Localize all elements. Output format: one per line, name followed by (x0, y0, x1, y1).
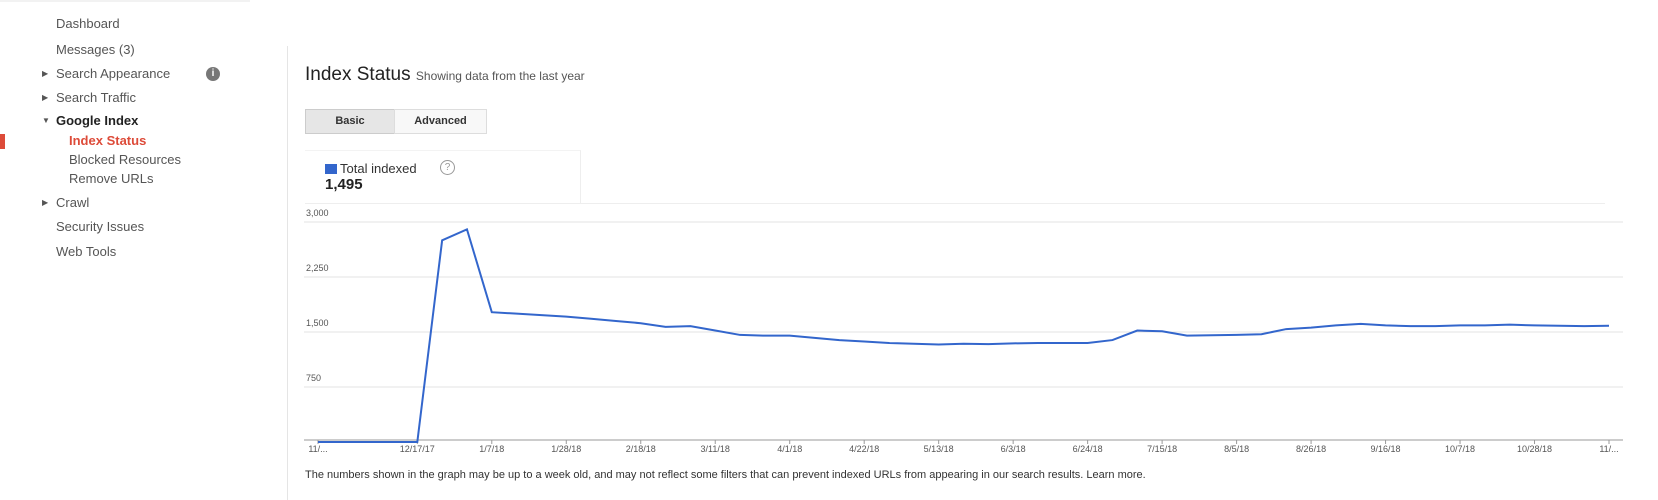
y-tick-label: 2,250 (306, 263, 329, 273)
x-tick-label: 1/28/18 (551, 444, 581, 454)
total-value: 1,495 (325, 176, 363, 193)
y-tick-label: 1,500 (306, 318, 329, 328)
x-tick-label: 10/28/18 (1517, 444, 1552, 454)
expand-arrow[interactable]: ▶ (42, 198, 49, 207)
legend-swatch (325, 164, 337, 174)
nav-item[interactable]: Google Index (56, 113, 139, 128)
data-line (318, 227, 1610, 443)
x-tick-label: 1/7/18 (479, 444, 504, 454)
legend-box (305, 150, 581, 203)
x-tick-label: 2/18/18 (626, 444, 656, 454)
title: Index Status (305, 64, 411, 85)
nav-item[interactable]: Messages (3) (56, 42, 135, 57)
tab-basic[interactable]: Basic (305, 109, 395, 134)
active-marker (0, 134, 5, 149)
nav-item[interactable]: Web Tools (56, 244, 117, 259)
x-tick-label: 6/3/18 (1001, 444, 1026, 454)
nav-item[interactable]: Crawl (56, 195, 90, 210)
nav-item[interactable]: Search Traffic (56, 90, 136, 105)
x-tick-label: 8/26/18 (1296, 444, 1326, 454)
x-tick-label: 3/11/18 (701, 444, 730, 454)
x-tick-label: 7/15/18 (1147, 444, 1177, 454)
expand-arrow[interactable]: ▼ (42, 116, 50, 125)
nav-item[interactable]: Security Issues (56, 219, 145, 234)
x-tick-label: 8/5/18 (1224, 444, 1249, 454)
x-tick-label: 6/24/18 (1073, 444, 1103, 454)
x-tick-label: 11/... (308, 444, 327, 454)
nav-item[interactable]: Index Status (69, 133, 147, 148)
legend-rule (305, 203, 1605, 204)
x-tick-label: 5/13/18 (924, 444, 954, 454)
info-icon[interactable]: i (206, 67, 220, 81)
top-rule (0, 0, 250, 2)
x-tick-label: 10/7/18 (1445, 444, 1475, 454)
x-tick-label: 4/1/18 (777, 444, 802, 454)
page-title: Index Status Showing data from the last … (305, 64, 585, 86)
legend-label: Total indexed (340, 161, 417, 176)
y-tick-label: 750 (306, 373, 321, 383)
footer-note: The numbers shown in the graph may be up… (305, 469, 1146, 481)
help-icon[interactable]: ? (440, 160, 455, 175)
nav-item[interactable]: Remove URLs (69, 171, 154, 186)
x-tick-label: 12/17/17 (400, 444, 435, 454)
divider (287, 46, 288, 500)
x-tick-label: 11/... (1599, 444, 1618, 454)
y-tick-label: 3,000 (306, 208, 329, 218)
x-tick-label: 4/22/18 (849, 444, 879, 454)
expand-arrow[interactable]: ▶ (42, 69, 49, 78)
nav-item[interactable]: Blocked Resources (69, 152, 181, 167)
expand-arrow[interactable]: ▶ (42, 93, 49, 102)
nav-item[interactable]: Dashboard (56, 16, 120, 31)
x-tick-label: 9/16/18 (1371, 444, 1401, 454)
nav-item[interactable]: Search Appearance (56, 66, 171, 81)
subtitle: Showing data from the last year (415, 69, 585, 83)
tab-advanced[interactable]: Advanced (394, 109, 487, 134)
